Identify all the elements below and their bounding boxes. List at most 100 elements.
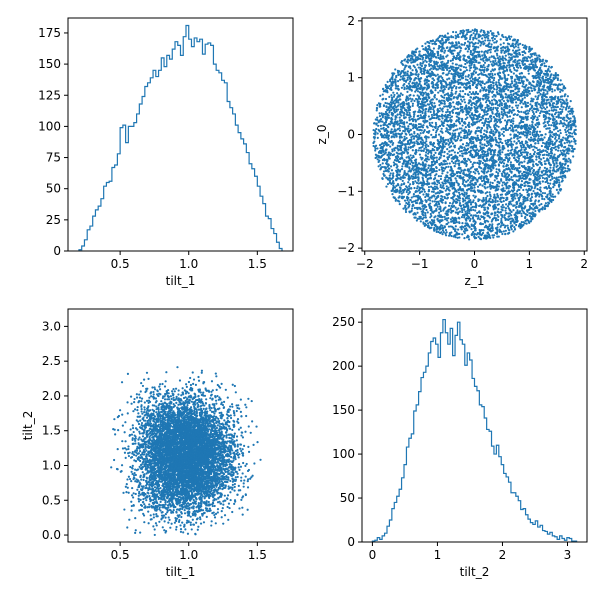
scatter-z-point [382, 150, 385, 153]
scatter-z-point [499, 38, 502, 41]
scatter-z-point [465, 142, 468, 145]
scatter-z-point [446, 179, 450, 182]
scatter-z-point [457, 211, 460, 214]
scatter-z-point [519, 192, 522, 195]
scatter-z-point [537, 94, 540, 97]
scatter-z-point [459, 139, 462, 142]
scatter-z-point [386, 130, 389, 133]
scatter-z-point [553, 125, 556, 128]
scatter-z-point [530, 167, 534, 170]
scatter-z-point [494, 57, 497, 60]
scatter-z-point [488, 191, 491, 194]
scatter-z-point [506, 69, 509, 72]
scatter-z-point [465, 214, 469, 217]
scatter-z-point [382, 144, 386, 147]
scatter-z-point [393, 149, 396, 152]
scatter-z-point [485, 69, 488, 72]
scatter-z-point [431, 98, 434, 101]
scatter-z-point [488, 125, 491, 128]
scatter-z-point [440, 154, 443, 157]
scatter-z-ytick-label: 0 [347, 128, 355, 142]
scatter-z-point [454, 63, 458, 66]
scatter-z-point [421, 177, 425, 180]
scatter-z-point [460, 149, 463, 153]
scatter-z-point [450, 234, 453, 238]
scatter-z-point [481, 184, 484, 187]
scatter-z-point [420, 190, 424, 193]
scatter-z-point [511, 217, 514, 220]
scatter-z-point [513, 226, 516, 229]
scatter-z-point [454, 107, 457, 110]
scatter-z-point [421, 107, 424, 110]
hist-tilt1-ytick-label: 150 [38, 57, 61, 71]
scatter-z-point [390, 116, 393, 120]
scatter-z-point [438, 104, 441, 107]
scatter-z-point [398, 203, 401, 206]
scatter-z-point [376, 104, 379, 107]
scatter-z-point [543, 121, 546, 124]
scatter-z-point [464, 210, 467, 213]
scatter-z-point [557, 87, 560, 90]
scatter-z-point [559, 90, 562, 94]
scatter-z-point [444, 228, 448, 232]
scatter-z-point [524, 140, 528, 143]
scatter-z-point [409, 162, 412, 166]
scatter-z-point [515, 223, 518, 227]
scatter-z-point [422, 48, 425, 51]
scatter-z-point [379, 163, 382, 167]
scatter-z-point [409, 154, 412, 157]
scatter-z-point [402, 207, 405, 210]
scatter-z-point [488, 58, 491, 61]
scatter-z-point [554, 76, 557, 79]
scatter-z-point [422, 120, 425, 123]
scatter-z-point [429, 176, 432, 179]
hist-tilt1-step-line [78, 24, 283, 251]
scatter-z-point [436, 205, 439, 208]
scatter-z-point [451, 142, 455, 145]
scatter-z-point [489, 51, 492, 54]
scatter-z-point [502, 197, 505, 200]
scatter-z-point [424, 154, 427, 157]
scatter-z-point [502, 199, 505, 203]
scatter-z-point [508, 212, 511, 215]
scatter-z-point [512, 136, 516, 139]
scatter-z-point [401, 179, 404, 182]
scatter-z-point [430, 185, 433, 188]
scatter-z-point [530, 192, 534, 195]
scatter-z-point [551, 90, 554, 93]
scatter-z-point [496, 200, 499, 203]
scatter-z-point [464, 66, 468, 69]
scatter-z-point [497, 164, 501, 167]
scatter-z-point [477, 97, 480, 100]
scatter-z-point [526, 162, 529, 165]
scatter-z-point [427, 188, 431, 191]
scatter-z-point [544, 76, 548, 79]
scatter-z-point [504, 207, 508, 210]
scatter-z-point [493, 37, 496, 41]
scatter-z-point [460, 127, 463, 130]
scatter-z-point [506, 205, 510, 208]
scatter-z-point [392, 172, 395, 175]
scatter-z-point [506, 128, 510, 131]
scatter-z-point [490, 109, 493, 112]
scatter-z-point [548, 192, 551, 195]
scatter-z-point [420, 202, 424, 205]
scatter-z-point [493, 214, 496, 217]
scatter-z-point [523, 123, 527, 126]
scatter-z-point [412, 193, 416, 196]
scatter-z-point [519, 102, 522, 105]
scatter-z-point [463, 184, 466, 187]
scatter-z-point [407, 146, 410, 149]
scatter-z-point [532, 164, 535, 167]
scatter-z-point [543, 177, 547, 180]
scatter-z-point [418, 215, 421, 218]
scatter-z-point [420, 72, 424, 75]
scatter-z-point [410, 100, 413, 103]
scatter-z-point [544, 162, 547, 165]
scatter-z-point [545, 204, 548, 208]
scatter-z-point [522, 200, 525, 204]
scatter-z-point [390, 128, 393, 131]
hist-tilt1-ytick-label: 50 [46, 182, 61, 196]
scatter-z-point [442, 124, 445, 128]
scatter-z-point [529, 100, 533, 103]
